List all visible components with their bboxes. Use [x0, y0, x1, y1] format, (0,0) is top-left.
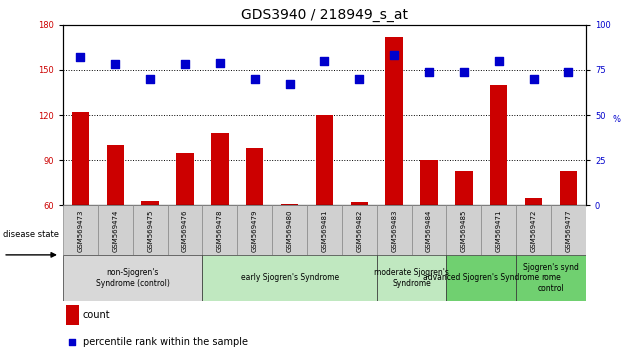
Bar [133, 205, 168, 255]
Point [529, 76, 539, 82]
Bar [447, 255, 516, 301]
Bar [455, 171, 472, 296]
Bar [307, 205, 342, 255]
Point [319, 58, 329, 64]
Bar [377, 205, 411, 255]
Bar [516, 205, 551, 255]
Point [285, 81, 295, 87]
Bar [202, 255, 377, 301]
Bar [525, 198, 542, 296]
Text: GSM569481: GSM569481 [321, 209, 328, 252]
Point [249, 76, 260, 82]
Bar [490, 85, 508, 296]
Bar [63, 205, 98, 255]
Bar [106, 145, 124, 296]
Y-axis label: %: % [612, 115, 620, 124]
Bar [98, 205, 133, 255]
Bar [377, 255, 447, 301]
Text: GSM569473: GSM569473 [77, 209, 83, 252]
Bar [559, 171, 577, 296]
Bar [272, 205, 307, 255]
Bar [141, 201, 159, 296]
Point [494, 58, 504, 64]
Bar [551, 205, 586, 255]
Bar [281, 204, 299, 296]
Bar [246, 148, 263, 296]
Point [76, 55, 86, 60]
Text: GSM569480: GSM569480 [287, 209, 292, 252]
Text: GSM569472: GSM569472 [530, 209, 537, 252]
Text: early Sjogren's Syndrome: early Sjogren's Syndrome [241, 273, 339, 282]
Bar [168, 205, 202, 255]
Bar [350, 202, 368, 296]
Bar [342, 205, 377, 255]
Text: GSM569476: GSM569476 [182, 209, 188, 252]
Point [563, 69, 573, 75]
Text: GSM569471: GSM569471 [496, 209, 501, 252]
Title: GDS3940 / 218949_s_at: GDS3940 / 218949_s_at [241, 8, 408, 22]
Text: GSM569478: GSM569478 [217, 209, 223, 252]
Point [459, 69, 469, 75]
Text: GSM569484: GSM569484 [426, 209, 432, 252]
Bar [211, 133, 229, 296]
Bar [316, 115, 333, 296]
Point [110, 62, 120, 67]
Text: GSM569479: GSM569479 [252, 209, 258, 252]
Text: GSM569477: GSM569477 [566, 209, 571, 252]
Bar [202, 205, 238, 255]
Bar [63, 255, 202, 301]
Point [424, 69, 434, 75]
Bar [420, 160, 438, 296]
Bar [447, 205, 481, 255]
Bar [66, 304, 79, 325]
Bar [411, 205, 447, 255]
Text: advanced Sjogren's Syndrome: advanced Sjogren's Syndrome [423, 273, 539, 282]
Text: moderate Sjogren's
Syndrome: moderate Sjogren's Syndrome [374, 268, 449, 287]
Point [389, 53, 399, 58]
Bar [176, 153, 194, 296]
Point [67, 339, 77, 345]
Bar [386, 37, 403, 296]
Text: GSM569474: GSM569474 [112, 209, 118, 252]
Bar [238, 205, 272, 255]
Text: GSM569475: GSM569475 [147, 209, 153, 252]
Text: GSM569482: GSM569482 [357, 209, 362, 252]
Text: disease state: disease state [3, 230, 59, 239]
Bar [481, 205, 516, 255]
Text: GSM569483: GSM569483 [391, 209, 397, 252]
Text: GSM569485: GSM569485 [461, 209, 467, 252]
Point [215, 60, 225, 65]
Point [180, 62, 190, 67]
Bar [516, 255, 586, 301]
Point [145, 76, 155, 82]
Text: Sjogren's synd
rome
control: Sjogren's synd rome control [523, 263, 579, 293]
Text: non-Sjogren's
Syndrome (control): non-Sjogren's Syndrome (control) [96, 268, 169, 287]
Point [354, 76, 364, 82]
Text: count: count [83, 310, 110, 320]
Text: percentile rank within the sample: percentile rank within the sample [83, 337, 248, 347]
Bar [72, 112, 89, 296]
